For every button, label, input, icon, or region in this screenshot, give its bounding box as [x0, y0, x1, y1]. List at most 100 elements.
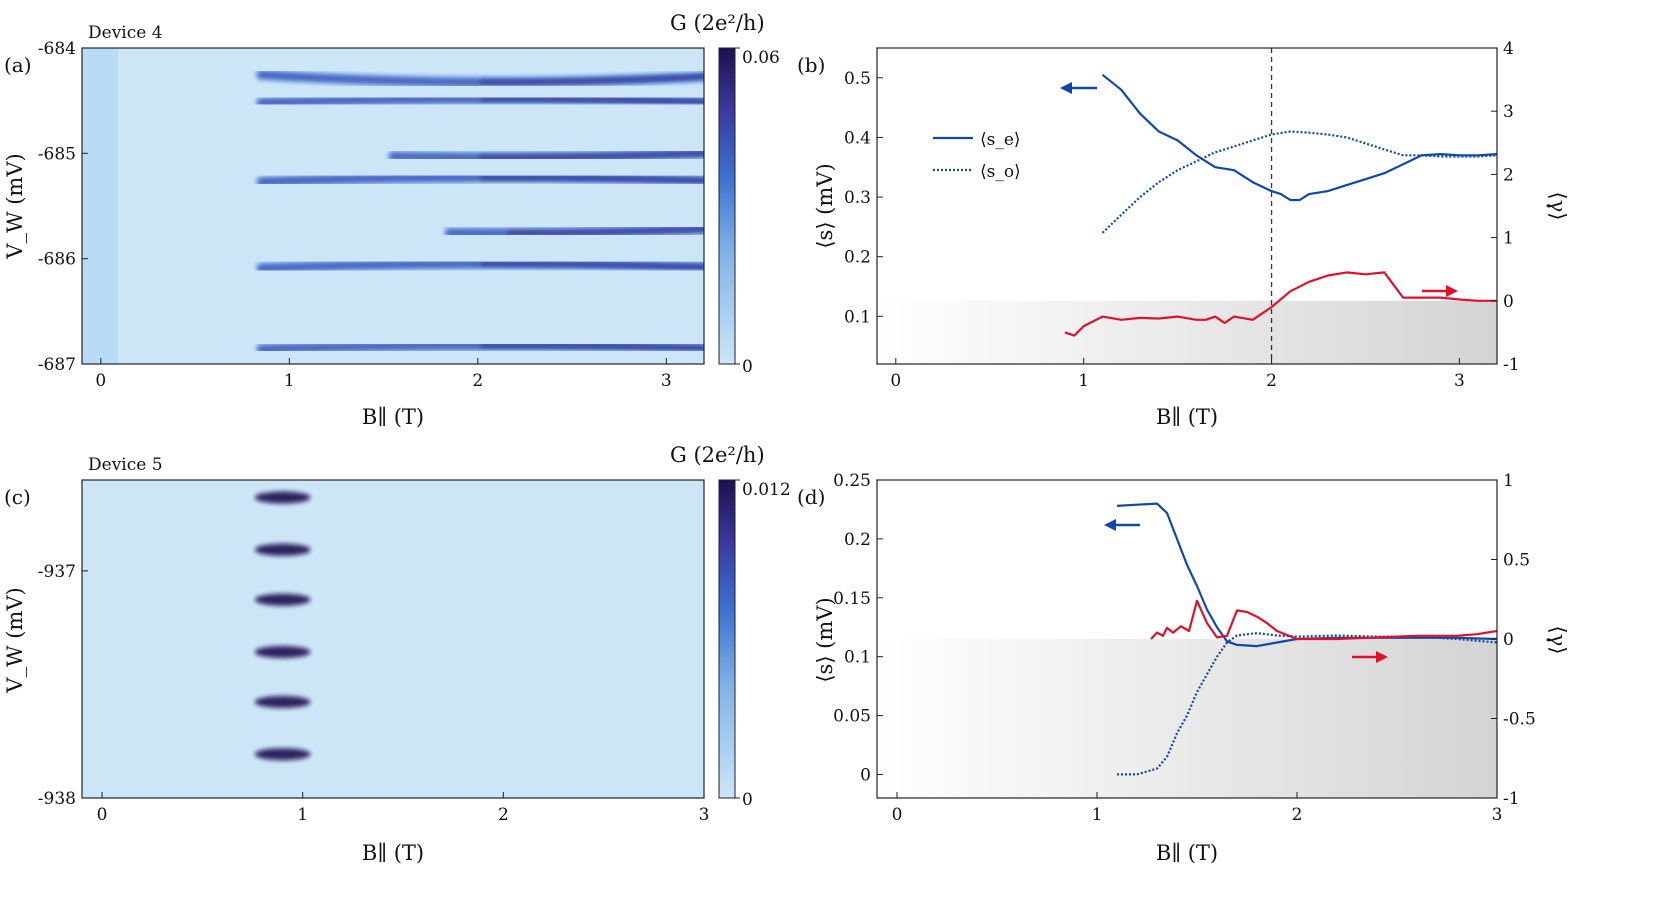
panel-b-ylabel: ⟨s⟩ (mV) [813, 163, 837, 248]
xtick-label: 1 [1078, 371, 1089, 391]
ytick-label: 0.1 [844, 648, 871, 668]
xtick-label: 0 [890, 371, 901, 391]
heatmap-line-peak [480, 74, 704, 85]
ytick-label: -684 [38, 39, 76, 59]
heatmap-a-left-band [82, 48, 118, 364]
legend-b-so: ⟨s_o⟩ [980, 162, 1021, 182]
series-line-se [1116, 502, 1497, 648]
heatmap-line-peak [480, 97, 704, 104]
ytick-right-label: -0.5 [1503, 710, 1536, 730]
ytick-right-label: 2 [1503, 165, 1514, 185]
series-line-se [1101, 73, 1497, 202]
ytick-right-label: 4 [1503, 39, 1514, 59]
heatmap-line-peak [506, 227, 704, 235]
axes-c-ticks: 0 1 2 3 -937 -938 [38, 562, 710, 825]
ytick-label: 0.1 [844, 307, 871, 327]
heatmap-c-lines [95, 488, 704, 788]
axes-b-frame [876, 47, 1498, 365]
legend-b: ⟨s_e⟩ ⟨s_o⟩ [933, 130, 1021, 182]
heatmap-blob [254, 748, 311, 761]
series-line-so [1117, 631, 1497, 776]
heatmap-line-peak [480, 343, 704, 351]
arrow-left-blue-b [1060, 82, 1097, 94]
panel-d-ylabel: ⟨s⟩ (mV) [813, 597, 837, 682]
ytick-label: 0.25 [833, 471, 871, 491]
ytick-label: 0.2 [844, 530, 871, 550]
ytick-right-label: -1 [1503, 355, 1520, 375]
colorbar-c-max-label: 0.012 [742, 480, 791, 500]
xtick-label: 0 [892, 805, 903, 825]
shaded-region [877, 639, 1497, 798]
ytick-label: 0.5 [844, 69, 871, 89]
series-line-gamma [1150, 599, 1497, 641]
xtick-label: 2 [498, 805, 509, 825]
xtick-label: 0 [97, 805, 108, 825]
ytick-right-label: -1 [1503, 789, 1520, 809]
xtick-label: 2 [472, 371, 483, 391]
panel-b-label: (b) [797, 53, 825, 77]
axes-d-ticks: 0 1 2 3 0 0.05 0.1 0.15 0.2 0.25 -1 -0.5 0 0.5 1 [833, 471, 1536, 825]
panel-c-xlabel: B∥ (T) [362, 841, 424, 865]
ytick-label: 0.3 [844, 188, 871, 208]
axes-a-frame [81, 47, 705, 365]
ytick-right-label: 0.5 [1503, 551, 1530, 571]
panel-a-title: Device 4 [88, 23, 163, 43]
panel-c: 0 1 2 3 -937 -938 Device 5 (c) V_W (mV) B∥ (T… [3, 443, 791, 865]
colorbar-a [718, 47, 736, 365]
panel-d-xlabel: B∥ (T) [1156, 841, 1218, 865]
lines-d [1116, 502, 1497, 776]
ytick-right-label: 1 [1503, 229, 1514, 249]
panel-a-label: (a) [4, 53, 32, 77]
heatmap-blob [254, 543, 311, 556]
axes-b-ticks: 0 1 2 3 0.1 0.2 0.3 0.4 0.5 -1 0 1 2 3 4 [844, 39, 1520, 391]
panel-b-xlabel: B∥ (T) [1156, 405, 1218, 429]
xtick-label: 3 [1492, 805, 1503, 825]
panel-d: 0 1 2 3 0 0.05 0.1 0.15 0.2 0.25 -1 -0.5 0 0.5 1 (d) ⟨… [797, 471, 1570, 865]
heatmap-blob [254, 491, 311, 504]
ytick-right-label: 1 [1503, 471, 1514, 491]
ytick-label: 0.4 [844, 128, 871, 148]
ytick-label: 0.2 [844, 248, 871, 268]
heatmap-blob [254, 593, 311, 606]
shaded-region-d [877, 639, 1497, 798]
ytick-label: 0.15 [833, 589, 871, 609]
ytick-right-label: 0 [1503, 630, 1514, 650]
ytick-label: -685 [38, 144, 76, 164]
panel-c-label: (c) [4, 485, 31, 509]
panel-a-xlabel: B∥ (T) [362, 405, 424, 429]
ytick-label: -938 [38, 789, 76, 809]
series-line-gamma [1064, 271, 1497, 337]
ytick-label: 0 [860, 765, 871, 785]
xtick-label: 2 [1266, 371, 1277, 391]
xtick-label: 1 [284, 371, 295, 391]
panel-c-ylabel: V_W (mV) [3, 587, 27, 693]
panel-d-ylabel-right: ⟨γ⟩ [1546, 626, 1570, 655]
xtick-label: 0 [95, 371, 106, 391]
ytick-right-label: 3 [1503, 102, 1514, 122]
colorbar-c-min-label: 0 [742, 790, 753, 810]
heatmap-line-peak [480, 261, 704, 270]
shaded-region [877, 300, 1497, 364]
axes-c-frame [81, 479, 705, 799]
xtick-label: 1 [1092, 805, 1103, 825]
ytick-label: -687 [38, 355, 76, 375]
heatmap-line-peak [480, 175, 704, 183]
heatmap-a-lines [255, 69, 704, 355]
ytick-label: 0.05 [833, 707, 871, 727]
heatmap-line-peak [479, 151, 704, 160]
panel-a-ylabel: V_W (mV) [3, 153, 27, 259]
colorbar-a-label: G (2e²/h) [670, 11, 765, 35]
xtick-label: 2 [1292, 805, 1303, 825]
colorbar-c [718, 479, 736, 799]
panel-a: 0 1 2 3 -684 -685 -686 -687 Device 4 (a) V_W (m… [3, 11, 780, 429]
panel-b-ylabel-right: ⟨γ⟩ [1546, 192, 1570, 221]
xtick-label: 3 [699, 805, 710, 825]
panel-c-title: Device 5 [88, 455, 163, 475]
shaded-region-b [877, 300, 1497, 364]
legend-b-se: ⟨s_e⟩ [980, 130, 1021, 150]
series-line-so [1101, 130, 1497, 234]
ytick-label: -937 [38, 562, 76, 582]
colorbar-c-label: G (2e²/h) [670, 443, 765, 467]
xtick-label: 1 [297, 805, 308, 825]
